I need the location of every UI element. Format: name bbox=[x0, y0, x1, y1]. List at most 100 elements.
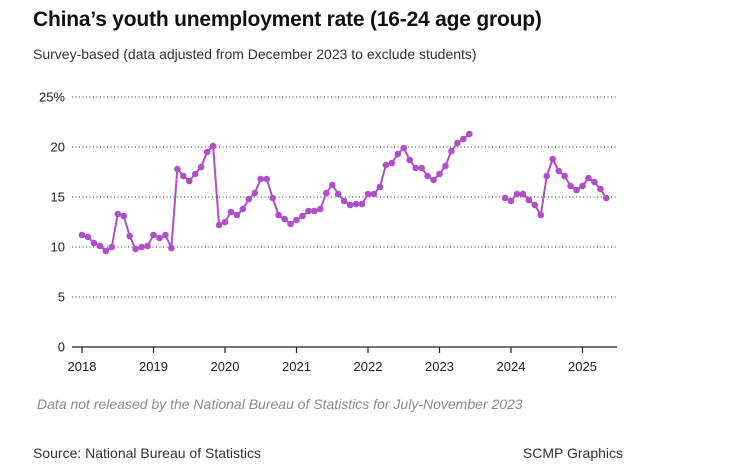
data-point bbox=[299, 212, 306, 220]
data-point bbox=[197, 163, 205, 171]
x-tick-label: 2022 bbox=[354, 359, 383, 374]
data-point bbox=[579, 182, 586, 190]
axes bbox=[72, 346, 617, 353]
y-tick-label: 5 bbox=[58, 290, 65, 305]
chart-title: China’s youth unemployment rate (16-24 a… bbox=[33, 8, 542, 31]
data-point bbox=[251, 189, 259, 197]
series-lines bbox=[81, 133, 608, 252]
data-point bbox=[346, 201, 354, 209]
data-point bbox=[394, 150, 402, 158]
data-point bbox=[567, 182, 574, 190]
x-tick-label: 2023 bbox=[425, 359, 454, 374]
data-point bbox=[233, 211, 241, 219]
data-point bbox=[144, 242, 151, 250]
data-point bbox=[561, 172, 568, 180]
data-point bbox=[549, 155, 557, 163]
y-tick-label: 15 bbox=[51, 190, 65, 205]
data-point bbox=[132, 245, 139, 253]
data-point bbox=[412, 164, 419, 172]
data-point bbox=[156, 234, 163, 242]
data-point bbox=[114, 210, 122, 218]
data-point bbox=[442, 162, 449, 170]
series-line-segment bbox=[81, 133, 470, 252]
data-gap-note: Data not released by the National Bureau… bbox=[37, 396, 523, 412]
data-point bbox=[185, 177, 193, 185]
source-label: Source: National Bureau of Statistics bbox=[33, 445, 262, 461]
data-point bbox=[424, 172, 431, 180]
data-point bbox=[203, 148, 211, 156]
data-point bbox=[501, 194, 509, 202]
data-point bbox=[519, 190, 527, 198]
data-point bbox=[454, 139, 461, 147]
data-point bbox=[162, 231, 169, 239]
data-point bbox=[436, 170, 443, 178]
data-point bbox=[406, 156, 414, 164]
data-point bbox=[102, 247, 110, 255]
data-point bbox=[227, 208, 235, 216]
data-point bbox=[525, 196, 533, 204]
data-point bbox=[108, 243, 116, 251]
data-point bbox=[287, 220, 294, 228]
data-point bbox=[334, 190, 342, 198]
data-point bbox=[400, 144, 408, 152]
data-point bbox=[507, 197, 515, 205]
series-line-segment bbox=[504, 158, 608, 216]
data-point bbox=[120, 212, 128, 220]
data-point bbox=[174, 165, 181, 173]
data-point bbox=[311, 207, 318, 215]
data-point bbox=[239, 205, 247, 213]
data-point bbox=[513, 190, 521, 198]
data-point bbox=[364, 190, 372, 198]
credit-label: SCMP Graphics bbox=[522, 445, 623, 461]
y-tick-label: 20 bbox=[51, 140, 65, 155]
x-tick-labels: 2018 2019 2020 2021 2022 2023 2024 2025 bbox=[68, 359, 597, 374]
series-points bbox=[78, 130, 610, 255]
data-point bbox=[543, 172, 551, 180]
y-tick-label: 0 bbox=[58, 340, 65, 355]
data-point bbox=[465, 130, 473, 138]
x-tick-label: 2020 bbox=[211, 359, 240, 374]
data-point bbox=[221, 218, 229, 226]
data-point bbox=[591, 178, 598, 186]
data-point bbox=[191, 170, 199, 178]
data-point bbox=[555, 167, 562, 175]
x-tick-label: 2025 bbox=[568, 359, 597, 374]
data-point bbox=[531, 201, 539, 209]
y-tick-label: 10 bbox=[51, 240, 65, 255]
data-point bbox=[179, 172, 187, 180]
data-point bbox=[263, 175, 271, 183]
data-point bbox=[585, 174, 592, 182]
data-point bbox=[370, 190, 378, 198]
data-point bbox=[150, 231, 157, 239]
data-point bbox=[269, 194, 276, 202]
data-point bbox=[168, 244, 175, 252]
data-point bbox=[90, 239, 98, 247]
data-point bbox=[376, 183, 384, 191]
data-point bbox=[460, 135, 467, 143]
data-point bbox=[597, 185, 604, 193]
x-tick-label: 2021 bbox=[282, 359, 311, 374]
data-point bbox=[328, 181, 336, 189]
data-point bbox=[418, 164, 425, 172]
data-point bbox=[573, 186, 580, 194]
x-tick-label: 2019 bbox=[139, 359, 168, 374]
data-point bbox=[448, 147, 455, 155]
x-tick-label: 2018 bbox=[68, 359, 97, 374]
data-point bbox=[305, 207, 312, 215]
y-tick-labels: 0 5 10 15 20 25% bbox=[39, 90, 65, 355]
data-point bbox=[388, 159, 396, 167]
data-point bbox=[293, 216, 300, 224]
data-point bbox=[209, 142, 217, 150]
data-point bbox=[358, 200, 366, 208]
data-point bbox=[138, 243, 145, 251]
data-point bbox=[340, 197, 348, 205]
data-point bbox=[322, 189, 330, 197]
data-point bbox=[430, 176, 437, 184]
data-point bbox=[352, 200, 360, 208]
data-point bbox=[78, 231, 86, 239]
data-point bbox=[96, 242, 104, 250]
data-point bbox=[603, 194, 610, 202]
chart-subtitle: Survey-based (data adjusted from Decembe… bbox=[33, 46, 477, 62]
data-point bbox=[382, 161, 390, 169]
